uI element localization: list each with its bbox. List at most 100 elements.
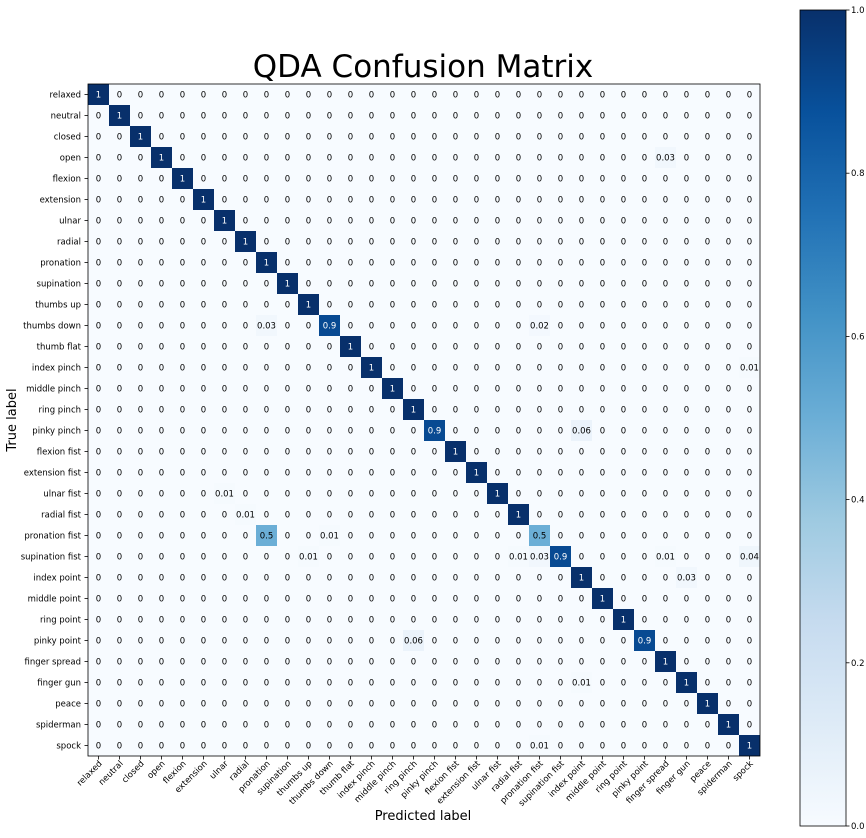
matrix-cell bbox=[298, 630, 319, 651]
cell-value-label: 0 bbox=[390, 574, 395, 584]
cell-value-label: 0 bbox=[264, 196, 269, 206]
matrix-cell bbox=[487, 231, 508, 252]
y-tick-label: spiderman bbox=[36, 721, 81, 731]
cell-value-label: 1 bbox=[579, 574, 584, 584]
cell-value-label: 0 bbox=[411, 700, 416, 710]
cell-value-label: 0 bbox=[201, 175, 206, 185]
matrix-cell bbox=[88, 147, 109, 168]
cell-value-label: 0 bbox=[243, 154, 248, 164]
cell-value-label: 0 bbox=[474, 385, 479, 395]
cell-value-label: 0 bbox=[348, 658, 353, 668]
matrix-cell bbox=[571, 735, 592, 756]
cell-value-label: 0 bbox=[138, 259, 143, 269]
matrix-cell bbox=[109, 147, 130, 168]
matrix-cell bbox=[529, 441, 550, 462]
cell-value-label: 0 bbox=[726, 679, 731, 689]
matrix-cell bbox=[718, 714, 739, 735]
cell-value-label: 0 bbox=[747, 721, 752, 731]
cell-value-label: 0 bbox=[285, 343, 290, 353]
cell-value-label: 0 bbox=[285, 427, 290, 437]
matrix-cell bbox=[382, 483, 403, 504]
matrix-cell bbox=[88, 630, 109, 651]
matrix-cell bbox=[571, 399, 592, 420]
matrix-cell bbox=[487, 315, 508, 336]
cell-value-label: 0 bbox=[138, 196, 143, 206]
matrix-cell bbox=[424, 420, 445, 441]
matrix-cell bbox=[361, 168, 382, 189]
cell-value-label: 0 bbox=[432, 595, 437, 605]
cell-value-label: 0 bbox=[390, 364, 395, 374]
x-tick-labels: relaxedneutralclosedopenflexionextension… bbox=[75, 756, 756, 809]
matrix-cell bbox=[466, 147, 487, 168]
matrix-cell bbox=[298, 315, 319, 336]
cell-value-label: 0 bbox=[369, 721, 374, 731]
cell-value-label: 0 bbox=[411, 595, 416, 605]
cell-value-label: 0 bbox=[369, 511, 374, 521]
matrix-cell bbox=[445, 126, 466, 147]
cell-value-label: 0 bbox=[684, 91, 689, 101]
cell-value-label: 0 bbox=[579, 217, 584, 227]
matrix-cell bbox=[739, 525, 760, 546]
matrix-cell bbox=[529, 546, 550, 567]
cell-value-label: 0 bbox=[264, 490, 269, 500]
cell-value-label: 0 bbox=[621, 511, 626, 521]
matrix-cell bbox=[655, 189, 676, 210]
matrix-cell bbox=[613, 735, 634, 756]
matrix-cell bbox=[151, 273, 172, 294]
matrix-cell bbox=[655, 714, 676, 735]
matrix-cell bbox=[151, 714, 172, 735]
cell-value-label: 0 bbox=[600, 490, 605, 500]
cell-value-label: 0 bbox=[663, 595, 668, 605]
matrix-cell bbox=[424, 525, 445, 546]
cell-value-label: 0 bbox=[306, 343, 311, 353]
matrix-cell bbox=[529, 315, 550, 336]
cell-value-label: 0 bbox=[516, 175, 521, 185]
matrix-cell bbox=[424, 399, 445, 420]
matrix-cell bbox=[193, 273, 214, 294]
matrix-cell bbox=[361, 693, 382, 714]
matrix-cell bbox=[151, 504, 172, 525]
cell-value-label: 0 bbox=[516, 280, 521, 290]
cell-value-label: 0 bbox=[390, 637, 395, 647]
matrix-cell bbox=[613, 189, 634, 210]
matrix-cell bbox=[319, 252, 340, 273]
matrix-cell bbox=[193, 84, 214, 105]
matrix-cell bbox=[697, 672, 718, 693]
cell-value-label: 0 bbox=[453, 322, 458, 332]
cell-value-label: 0 bbox=[684, 532, 689, 542]
matrix-cell bbox=[109, 714, 130, 735]
matrix-cell bbox=[214, 651, 235, 672]
matrix-cell bbox=[697, 84, 718, 105]
matrix-cell bbox=[298, 672, 319, 693]
matrix-cell bbox=[529, 483, 550, 504]
cell-value-label: 0 bbox=[201, 406, 206, 416]
cell-value-label: 0 bbox=[243, 490, 248, 500]
cell-value-label: 0 bbox=[348, 742, 353, 752]
matrix-cell bbox=[550, 693, 571, 714]
cell-value-label: 0 bbox=[369, 574, 374, 584]
matrix-cell bbox=[277, 420, 298, 441]
cell-value-label: 0 bbox=[474, 616, 479, 626]
cell-value-label: 0 bbox=[327, 343, 332, 353]
cell-value-label: 0 bbox=[180, 112, 185, 122]
matrix-cell bbox=[445, 504, 466, 525]
matrix-cell bbox=[256, 714, 277, 735]
matrix-cell bbox=[634, 357, 655, 378]
cell-value-label: 0 bbox=[516, 301, 521, 311]
cell-value-label: 0 bbox=[369, 343, 374, 353]
cell-value-label: 0 bbox=[411, 280, 416, 290]
matrix-cell bbox=[298, 609, 319, 630]
cell-value-label: 0 bbox=[159, 322, 164, 332]
cell-value-label: 0 bbox=[642, 322, 647, 332]
matrix-cell bbox=[487, 420, 508, 441]
cell-value-label: 0 bbox=[306, 196, 311, 206]
y-tick-label: supination fist bbox=[21, 553, 82, 563]
matrix-cell bbox=[88, 273, 109, 294]
cell-value-label: 0 bbox=[600, 427, 605, 437]
cell-value-label: 0.01 bbox=[656, 553, 675, 563]
cell-value-label: 0 bbox=[474, 679, 479, 689]
cell-value-label: 0 bbox=[369, 175, 374, 185]
cell-value-label: 0 bbox=[621, 196, 626, 206]
cell-value-label: 0 bbox=[705, 679, 710, 689]
cell-value-label: 0 bbox=[117, 364, 122, 374]
